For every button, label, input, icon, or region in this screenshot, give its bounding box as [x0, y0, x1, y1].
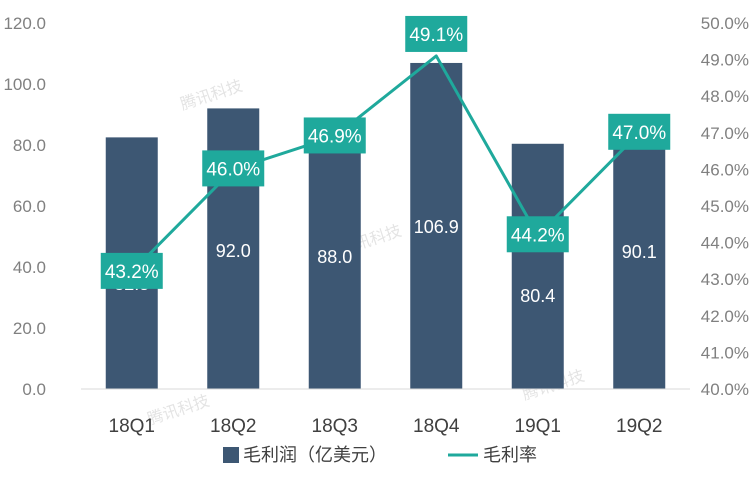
line-label-box — [506, 216, 569, 253]
x-tick-label: 19Q2 — [616, 416, 662, 437]
bar-value-label: 106.9 — [414, 217, 459, 237]
line-value-label: 49.1% — [409, 25, 463, 46]
line-label-box — [608, 113, 671, 150]
x-tick-label: 18Q3 — [312, 416, 358, 437]
bar-value-label: 88.0 — [317, 247, 352, 267]
line-data-labels: 43.2% 46.0% 46.9% 49.1% 44.2% 47.0% — [100, 15, 671, 289]
bar-value-label: 80.4 — [520, 286, 555, 306]
x-tick-label: 18Q4 — [413, 416, 460, 437]
left-tick-label: 120.0 — [3, 14, 46, 33]
legend-line-label: 毛利率 — [483, 445, 537, 465]
right-tick-label: 47.0% — [701, 124, 749, 143]
line-value-label: 44.2% — [511, 225, 565, 246]
right-tick-label: 45.0% — [701, 197, 749, 216]
right-tick-label: 50.0% — [701, 14, 749, 33]
left-tick-label: 0.0 — [22, 380, 46, 399]
left-tick-label: 100.0 — [3, 75, 46, 94]
x-tick-label: 18Q2 — [210, 416, 256, 437]
line-value-label: 46.0% — [206, 159, 260, 180]
right-tick-label: 43.0% — [701, 270, 749, 289]
bar — [308, 120, 361, 389]
bar — [613, 114, 666, 389]
right-tick-label: 48.0% — [701, 87, 749, 106]
legend: 毛利润（亿美元） 毛利率 — [223, 445, 537, 465]
right-axis: 40.0% 41.0% 42.0% 43.0% 44.0% 45.0% 46.0% 47.0%… — [701, 14, 749, 399]
bar — [511, 143, 564, 389]
bar-value-label: 92.0 — [216, 241, 251, 261]
line-label-box — [405, 15, 468, 52]
bar-value-label: 90.1 — [622, 242, 657, 262]
right-tick-label: 41.0% — [701, 343, 749, 362]
x-tick-label: 19Q1 — [515, 416, 561, 437]
line-value-label: 43.2% — [105, 262, 159, 283]
right-tick-label: 40.0% — [701, 380, 749, 399]
left-tick-label: 20.0 — [13, 319, 46, 338]
left-tick-label: 40.0 — [13, 258, 46, 277]
x-axis: 18Q1 18Q2 18Q3 18Q4 19Q1 19Q2 — [81, 388, 690, 437]
x-tick-label: 18Q1 — [109, 416, 155, 437]
line-value-label: 46.9% — [308, 126, 362, 147]
watermark-text: 腾讯科技 — [178, 76, 245, 114]
line-label-box — [303, 117, 366, 154]
legend-bar-swatch — [223, 447, 239, 463]
left-tick-label: 60.0 — [13, 197, 46, 216]
bar — [410, 62, 463, 390]
right-tick-label: 49.0% — [701, 51, 749, 70]
right-tick-label: 46.0% — [701, 160, 749, 179]
line-label-box — [202, 150, 265, 187]
right-tick-label: 44.0% — [701, 234, 749, 253]
line-label-box — [100, 252, 163, 289]
left-tick-label: 80.0 — [13, 136, 46, 155]
left-axis: 0.0 20.0 40.0 60.0 80.0 100.0 120.0 — [3, 14, 46, 399]
legend-bar-label: 毛利润（亿美元） — [243, 445, 387, 465]
right-tick-label: 42.0% — [701, 307, 749, 326]
line-value-label: 47.0% — [612, 123, 666, 144]
